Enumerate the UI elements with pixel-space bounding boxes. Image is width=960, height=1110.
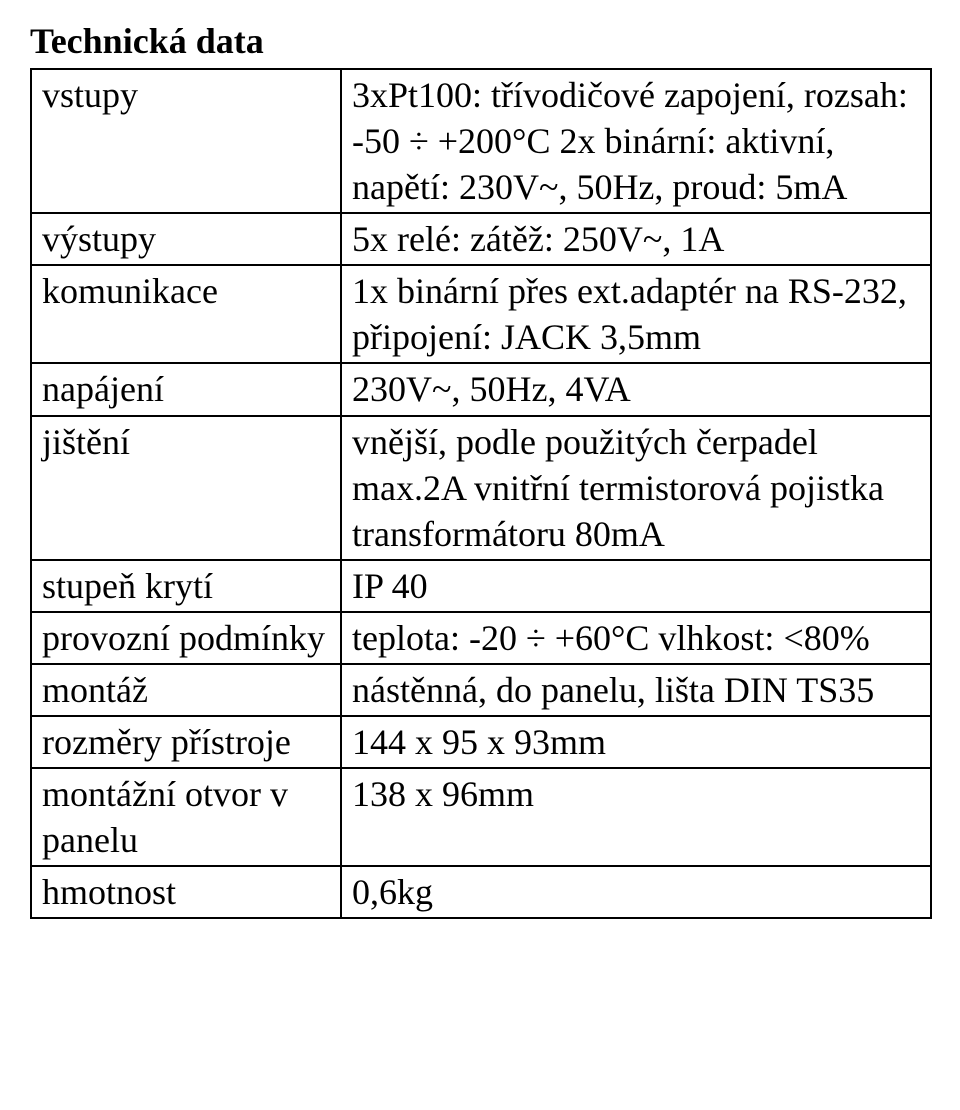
spec-label: stupeň krytí bbox=[31, 560, 341, 612]
spec-label: napájení bbox=[31, 363, 341, 415]
spec-value: 1x binární přes ext.adaptér na RS-232, p… bbox=[341, 265, 931, 363]
spec-label: rozměry přístroje bbox=[31, 716, 341, 768]
spec-label: jištění bbox=[31, 416, 341, 560]
table-row: jištěnívnější, podle použitých čerpadel … bbox=[31, 416, 931, 560]
table-row: provozní podmínkyteplota: -20 ÷ +60°C vl… bbox=[31, 612, 931, 664]
table-row: hmotnost0,6kg bbox=[31, 866, 931, 918]
spec-value: 230V~, 50Hz, 4VA bbox=[341, 363, 931, 415]
table-row: napájení230V~, 50Hz, 4VA bbox=[31, 363, 931, 415]
spec-value: 5x relé: zátěž: 250V~, 1A bbox=[341, 213, 931, 265]
spec-value: 144 x 95 x 93mm bbox=[341, 716, 931, 768]
spec-label: provozní podmínky bbox=[31, 612, 341, 664]
spec-value: 0,6kg bbox=[341, 866, 931, 918]
spec-label: výstupy bbox=[31, 213, 341, 265]
table-row: vstupy3xPt100: třívodičové zapojení, roz… bbox=[31, 69, 931, 213]
page-root: Technická data vstupy3xPt100: třívodičov… bbox=[0, 0, 960, 949]
spec-value: 138 x 96mm bbox=[341, 768, 931, 866]
spec-label: montážní otvor v panelu bbox=[31, 768, 341, 866]
page-title: Technická data bbox=[30, 20, 930, 62]
spec-value: vnější, podle použitých čerpadel max.2A … bbox=[341, 416, 931, 560]
table-row: montážnástěnná, do panelu, lišta DIN TS3… bbox=[31, 664, 931, 716]
spec-label: montáž bbox=[31, 664, 341, 716]
spec-value: nástěnná, do panelu, lišta DIN TS35 bbox=[341, 664, 931, 716]
spec-value: 3xPt100: třívodičové zapojení, rozsah: -… bbox=[341, 69, 931, 213]
table-row: montážní otvor v panelu138 x 96mm bbox=[31, 768, 931, 866]
table-row: výstupy5x relé: zátěž: 250V~, 1A bbox=[31, 213, 931, 265]
table-row: komunikace1x binární přes ext.adaptér na… bbox=[31, 265, 931, 363]
table-row: stupeň krytíIP 40 bbox=[31, 560, 931, 612]
spec-value: teplota: -20 ÷ +60°C vlhkost: <80% bbox=[341, 612, 931, 664]
spec-table-body: vstupy3xPt100: třívodičové zapojení, roz… bbox=[31, 69, 931, 918]
table-row: rozměry přístroje144 x 95 x 93mm bbox=[31, 716, 931, 768]
spec-label: komunikace bbox=[31, 265, 341, 363]
spec-label: vstupy bbox=[31, 69, 341, 213]
spec-value: IP 40 bbox=[341, 560, 931, 612]
spec-table: vstupy3xPt100: třívodičové zapojení, roz… bbox=[30, 68, 932, 919]
spec-label: hmotnost bbox=[31, 866, 341, 918]
